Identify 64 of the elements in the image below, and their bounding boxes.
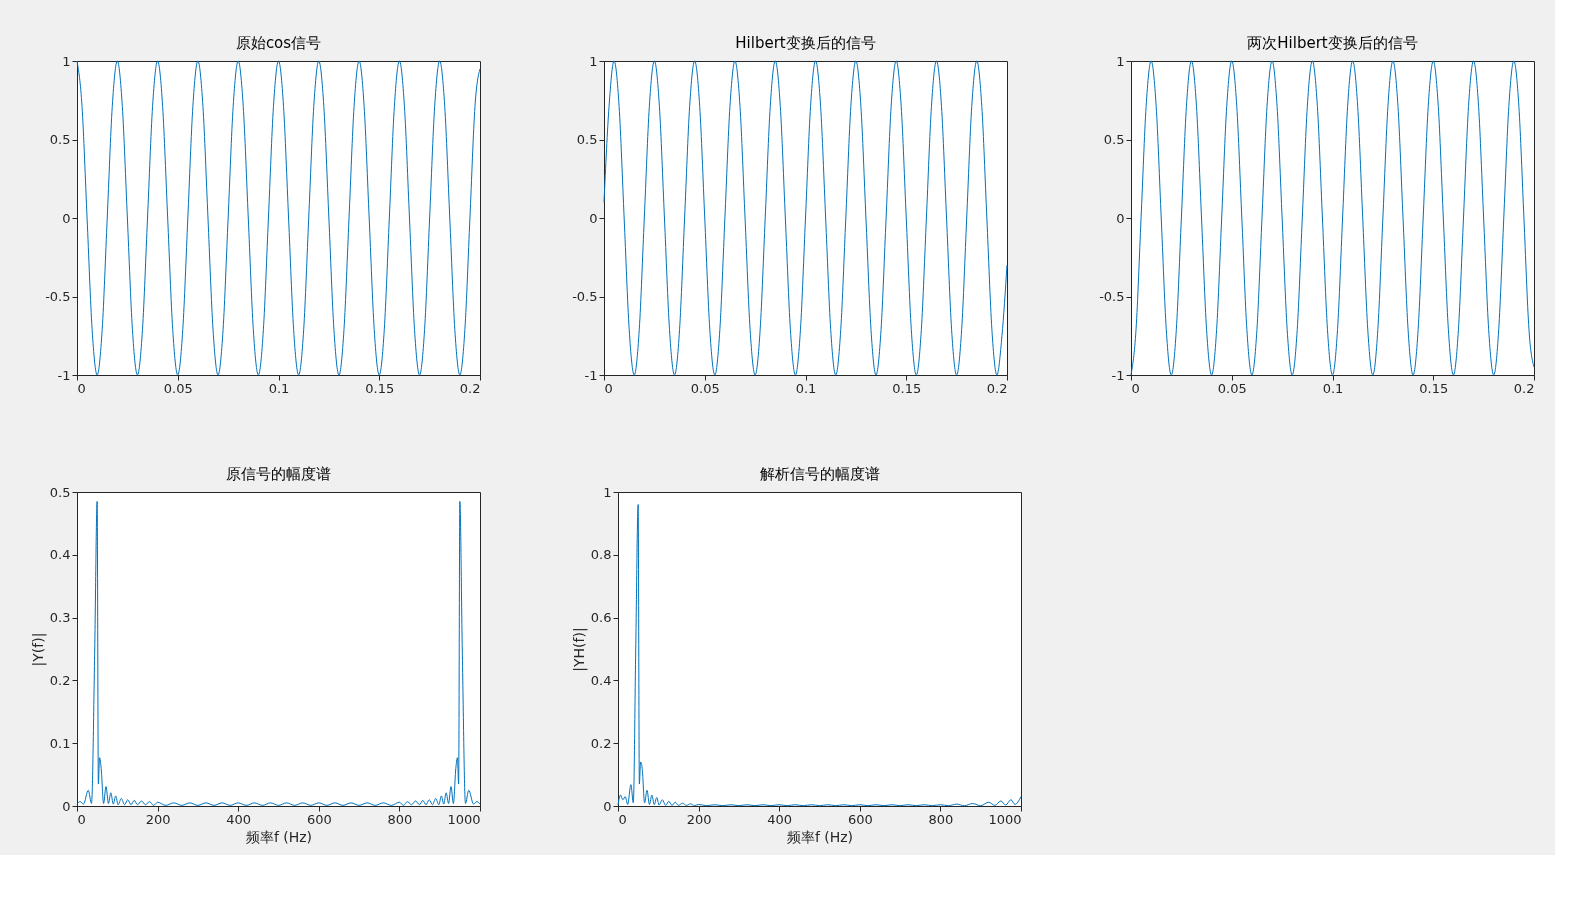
chart-title: Hilbert变换后的信号 [735,34,876,52]
x-tick-label: 0.15 [365,380,395,396]
x-tick-label: 200 [686,811,712,827]
line-series [76,500,481,806]
chart-title: 两次Hilbert变换后的信号 [1247,34,1418,52]
y-tick-label: 1 [1116,53,1125,69]
y-tick-label: 0.8 [590,547,612,563]
y-tick-label: 0.5 [49,484,71,500]
y-tick-label: 0 [62,210,71,226]
line-series [617,504,1022,807]
y-tick-label: 0 [62,798,71,814]
y-tick-label: 1 [603,484,612,500]
y-tick-label: -0.5 [1099,289,1125,304]
x-tick-label: 800 [928,811,954,827]
y-axis-title: |Y(f)| [29,632,47,667]
x-tick-label: 0.15 [892,380,922,396]
x-tick-label: 1000 [447,811,481,827]
y-tick-label: -1 [584,367,598,383]
x-tick-label: 0 [77,380,86,396]
y-tick-label: 0.2 [590,735,612,751]
chart-title: 原始cos信号 [235,34,322,52]
x-tick-label: 400 [226,811,252,827]
x-tick-label: 0.15 [1419,380,1449,396]
y-tick-label: 0.6 [590,610,612,626]
y-tick-label: -1 [1111,367,1125,383]
y-tick-label: 0.4 [49,547,71,563]
x-tick-label: 0.2 [1513,380,1535,396]
y-tick-label: -0.5 [572,289,598,304]
x-tick-label: 0.1 [795,380,817,396]
x-tick-label: 0.05 [1217,380,1247,396]
x-tick-label: 600 [306,811,332,827]
x-tick-label: 0.05 [690,380,720,396]
x-tick-label: 400 [767,811,793,827]
x-axis-title: 频率f (Hz) [786,828,854,845]
y-tick-label: 0.3 [49,610,71,626]
y-tick-label: 0.2 [49,672,71,688]
chart-title: 原信号的幅度谱 [226,465,331,483]
x-tick-label: 800 [387,811,413,827]
y-tick-label: 1 [589,53,598,69]
chart-title: 解析信号的幅度谱 [759,465,880,483]
y-tick-label: 1 [62,53,71,69]
x-tick-label: 0 [1131,380,1140,396]
y-tick-label: 0 [603,798,612,814]
y-tick-label: -0.5 [45,289,71,304]
x-tick-label: 0.1 [268,380,290,396]
x-tick-label: 0.2 [459,380,481,396]
y-tick-label: 0.5 [1103,132,1125,147]
y-tick-label: 0 [1116,210,1125,226]
x-tick-label: 600 [847,811,873,827]
x-tick-label: 0.05 [163,380,193,396]
x-tick-label: 0.1 [1322,380,1344,396]
y-tick-label: 0.5 [49,132,71,147]
x-tick-label: 200 [145,811,171,827]
y-tick-label: 0.1 [49,735,71,751]
x-tick-label: 1000 [988,811,1022,827]
y-tick-label: -1 [57,367,71,383]
y-axis-title: |YH(f)| [570,627,588,672]
y-tick-label: 0.5 [576,132,598,147]
x-tick-label: 0.2 [986,380,1008,396]
x-axis-title: 频率f (Hz) [245,828,313,845]
x-tick-label: 0 [618,811,627,827]
y-tick-label: 0.4 [590,672,612,688]
x-tick-label: 0 [77,811,86,827]
y-tick-label: 0 [589,210,598,226]
